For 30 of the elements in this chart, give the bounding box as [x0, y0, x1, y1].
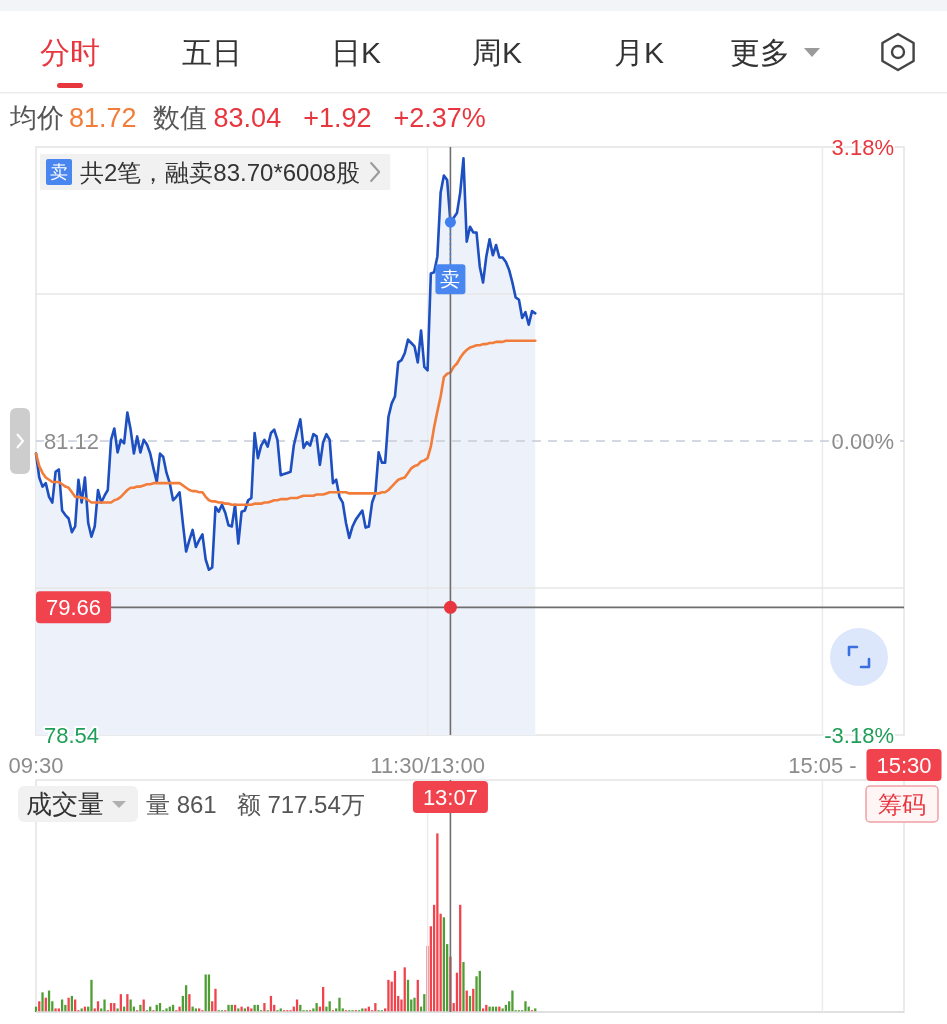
text: 81.72 — [69, 103, 137, 133]
text: 均价 — [9, 103, 64, 133]
text: 筹码 — [878, 790, 926, 818]
x-tick-label: 13:07 — [422, 784, 478, 810]
text: 83.04 — [213, 103, 282, 133]
y2-tick-label: 0.00% — [831, 428, 894, 454]
x-tick-label: 11:30/13:00 — [370, 752, 485, 778]
y2-tick-label: 3.18% — [831, 134, 894, 160]
ref-line-label: 79.66 — [46, 594, 102, 620]
x-tick-label: 09:30 — [8, 752, 64, 778]
x-tick-label: 15:05 - — [788, 752, 857, 778]
text: 分时 — [40, 35, 100, 69]
text: 额 717.54万 — [236, 790, 365, 818]
annotation: 共2笔，融卖83.70*6008股 — [80, 158, 361, 186]
x-tick-label: 15:30 — [876, 752, 932, 778]
annotation: 卖 — [50, 162, 68, 182]
text: 更多 — [730, 35, 790, 69]
y-tick-label: 81.12 — [44, 428, 100, 454]
text: 周K — [471, 35, 523, 69]
text: 五日 — [182, 35, 242, 69]
text: 日K — [330, 35, 382, 69]
y-tick-label: 78.54 — [44, 722, 100, 748]
text: +2.37% — [393, 103, 486, 133]
text: 数值 — [152, 103, 207, 133]
text: 月K — [613, 35, 665, 69]
text: +1.92 — [303, 103, 372, 133]
y2-tick-label: -3.18% — [824, 722, 894, 748]
text: 量 861 — [146, 790, 217, 818]
text: 成交量 — [26, 789, 104, 819]
annotation: 卖 — [440, 268, 461, 291]
